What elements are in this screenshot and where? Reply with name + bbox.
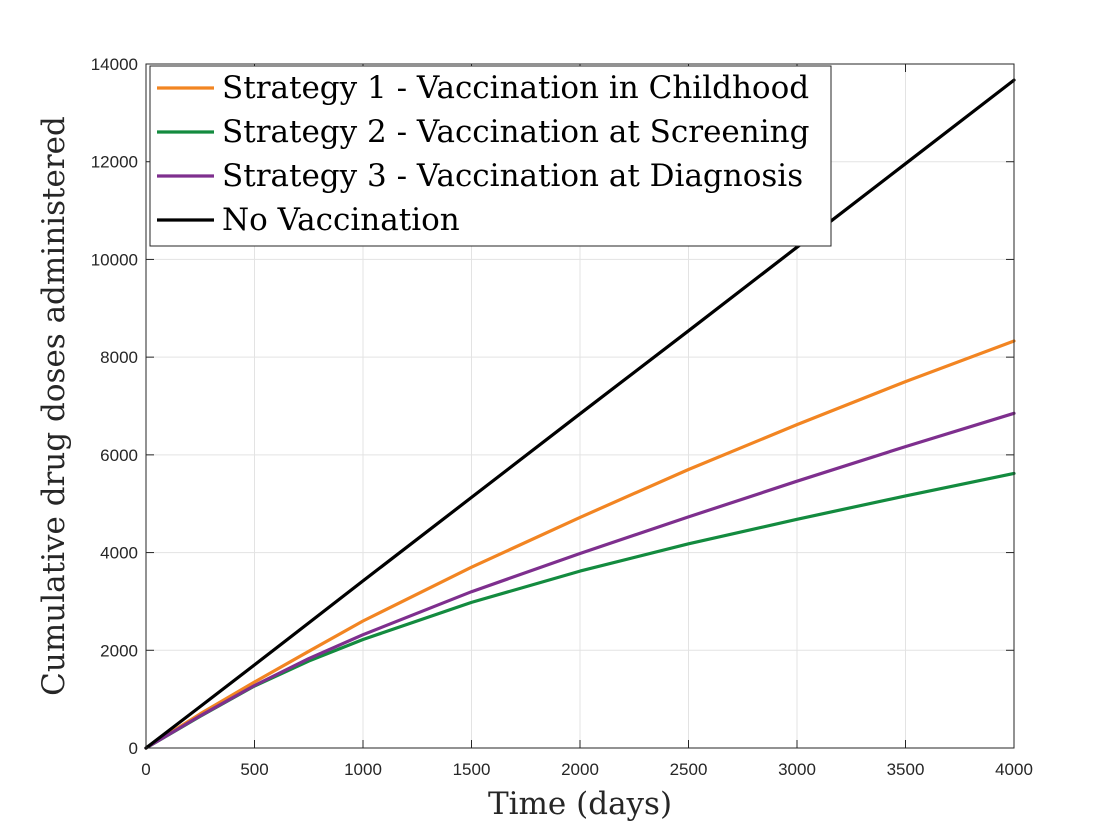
y-tick-label: 14000	[91, 55, 138, 74]
x-tick-label: 3500	[887, 760, 925, 779]
y-tick-label: 10000	[91, 250, 138, 269]
legend-label: Strategy 2 - Vaccination at Screening	[222, 114, 809, 150]
x-tick-label: 4000	[995, 760, 1033, 779]
legend-box	[149, 65, 832, 247]
x-axis-title: Time (days)	[488, 786, 672, 822]
legend: Strategy 1 - Vaccination in Childhood Str…	[149, 65, 832, 247]
y-tick-label: 8000	[100, 348, 138, 367]
legend-label: Strategy 3 - Vaccination at Diagnosis	[222, 158, 803, 194]
x-tick-label: 500	[240, 760, 268, 779]
series-line-1	[144, 339, 1016, 750]
x-tick-label: 2000	[561, 760, 599, 779]
y-tick-label: 0	[129, 739, 138, 758]
legend-entries: Strategy 1 - Vaccination in Childhood Str…	[157, 70, 809, 238]
y-tick-label: 6000	[100, 446, 138, 465]
y-tick-label: 4000	[100, 544, 138, 563]
y-axis-title: Cumulative drug doses administered	[36, 116, 72, 696]
tick-labels: 0 500 1000 1500 2000 2500 3000 3500 4000 0 2000 400…	[91, 55, 1033, 779]
x-tick-label: 1000	[344, 760, 382, 779]
x-tick-label: 1500	[453, 760, 491, 779]
x-tick-label: 0	[141, 760, 150, 779]
series-line-3	[144, 411, 1016, 750]
legend-label: No Vaccination	[222, 202, 460, 238]
y-tick-label: 12000	[91, 153, 138, 172]
x-tick-label: 3000	[778, 760, 816, 779]
series-line-4	[144, 78, 1016, 750]
legend-label: Strategy 1 - Vaccination in Childhood	[222, 70, 809, 106]
series-lines	[144, 78, 1016, 750]
x-tick-label: 2500	[670, 760, 708, 779]
y-tick-label: 2000	[100, 641, 138, 660]
